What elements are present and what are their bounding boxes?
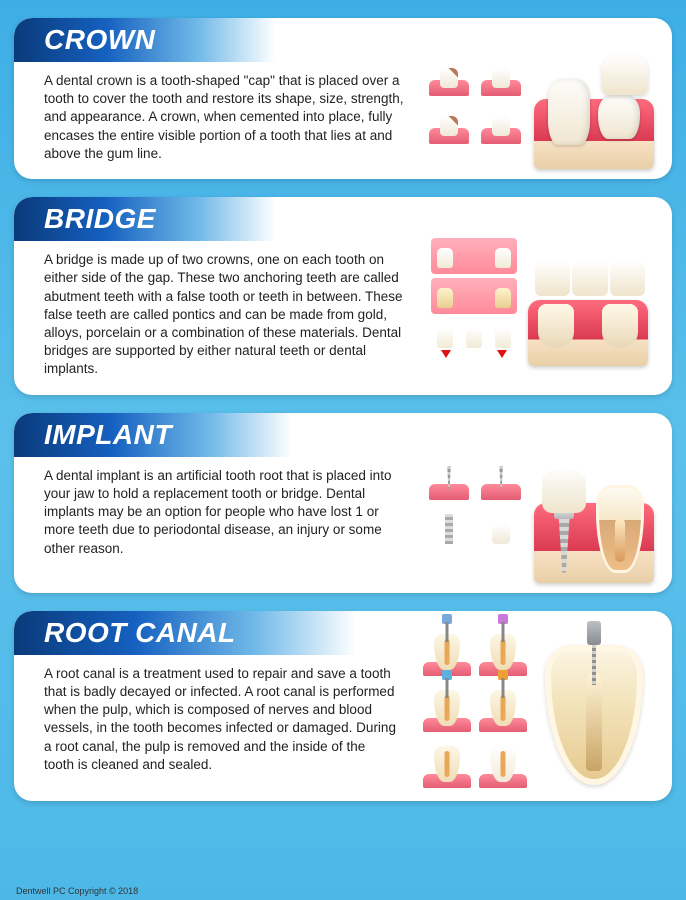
text-column: IMPLANT A dental implant is an artificia… [14, 413, 422, 593]
bridge-pontic-icon [534, 260, 646, 296]
section-title: IMPLANT [14, 413, 292, 457]
implant-step-1 [426, 458, 472, 500]
illustration-bridge [422, 197, 672, 395]
card-inner: IMPLANT A dental implant is an artificia… [14, 413, 672, 593]
implant-step-3 [426, 506, 472, 548]
section-bridge: BRIDGE A bridge is made up of two crowns… [14, 197, 672, 395]
card-inner: CROWN A dental crown is a tooth-shaped "… [14, 18, 672, 179]
copyright-footer: Dentwell PC Copyright © 2018 [16, 886, 138, 896]
crown-steps [426, 54, 524, 144]
section-body: A bridge is made up of two crowns, one o… [14, 251, 412, 379]
rc-step-6 [477, 736, 529, 788]
crown-step-4 [478, 102, 524, 144]
tooth-cross-section-icon [596, 485, 644, 573]
section-rootcanal: ROOT CANAL A root canal is a treatment u… [14, 611, 672, 801]
section-title: ROOT CANAL [14, 611, 356, 655]
rootcanal-main-illus [535, 621, 653, 791]
crown-cap-icon [602, 55, 648, 95]
text-column: CROWN A dental crown is a tooth-shaped "… [14, 18, 422, 179]
card-inner: BRIDGE A bridge is made up of two crowns… [14, 197, 672, 395]
bridge-step-2 [431, 278, 517, 314]
implant-step-2 [478, 458, 524, 500]
rc-step-5 [421, 736, 473, 788]
illustration-rootcanal [412, 611, 672, 801]
text-column: BRIDGE A bridge is made up of two crowns… [14, 197, 422, 395]
rootcanal-steps [421, 624, 529, 788]
card-inner: ROOT CANAL A root canal is a treatment u… [14, 611, 672, 801]
bridge-step-1 [431, 238, 517, 274]
crown-step-1 [426, 54, 472, 96]
section-body: A root canal is a treatment used to repa… [14, 665, 402, 774]
illustration-implant [422, 413, 672, 593]
implant-screw-icon [554, 507, 574, 577]
text-column: ROOT CANAL A root canal is a treatment u… [14, 611, 412, 801]
bridge-steps [431, 238, 517, 354]
section-body: A dental crown is a tooth-shaped "cap" t… [14, 72, 412, 163]
rc-step-1 [421, 624, 473, 676]
crown-step-2 [478, 54, 524, 96]
bridge-main-illus [523, 226, 653, 366]
section-crown: CROWN A dental crown is a tooth-shaped "… [14, 18, 672, 179]
rc-step-2 [477, 624, 529, 676]
illustration-crown [422, 18, 672, 179]
section-implant: IMPLANT A dental implant is an artificia… [14, 413, 672, 593]
implant-steps [426, 458, 524, 548]
implant-crown-icon [542, 469, 586, 513]
bridge-step-3 [431, 318, 517, 354]
rc-step-4 [477, 680, 529, 732]
section-title: BRIDGE [14, 197, 276, 241]
section-body: A dental implant is an artificial tooth … [14, 467, 412, 558]
crown-main-illus [530, 29, 658, 169]
drill-icon [587, 621, 601, 685]
crown-step-3 [426, 102, 472, 144]
section-title: CROWN [14, 18, 275, 62]
implant-step-4 [478, 506, 524, 548]
implant-main-illus [530, 423, 658, 583]
rc-step-3 [421, 680, 473, 732]
